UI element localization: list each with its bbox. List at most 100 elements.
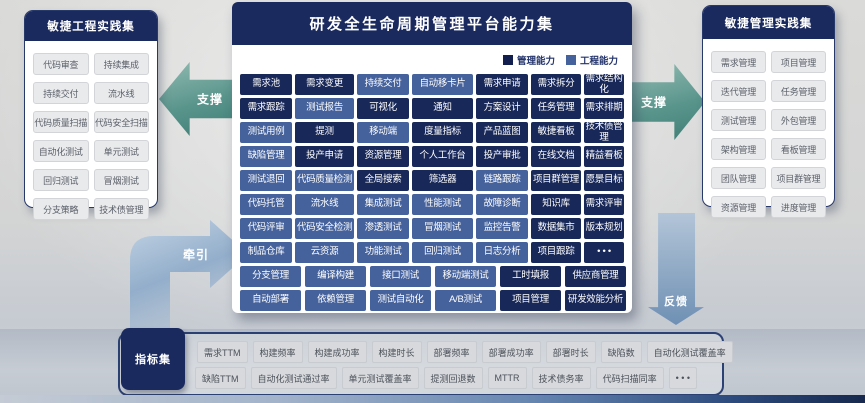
capability-button: 方案设计 — [476, 98, 528, 119]
capability-button: 任务管理 — [531, 98, 581, 119]
practice-chip: 冒烟测试 — [93, 169, 149, 191]
capability-button: 链路跟踪 — [476, 170, 528, 191]
practice-chip: 资源管理 — [711, 196, 766, 218]
practice-chip: 自动化测试 — [33, 140, 89, 162]
capability-button: 精益看板 — [584, 146, 624, 167]
legend-entry: 管理能力 — [502, 53, 555, 67]
capability-button: 渗透测试 — [357, 218, 409, 239]
agile-management-practices-panel: 敏捷管理实践集 需求管理 项目管理 迭代管理 任务管理 测试管理 外包管理 架构管理 看板管理… — [702, 5, 835, 218]
legend-label: 工程能力 — [579, 56, 618, 67]
capability-button: 接口测试 — [370, 266, 431, 287]
capability-button: 需求池 — [240, 74, 292, 95]
metric-chip: 自动化测试通过率 — [250, 367, 337, 389]
capability-button: 自动部署 — [240, 290, 301, 311]
capability-button: 移动端 — [357, 122, 409, 143]
capability-button: 分支管理 — [240, 266, 301, 287]
capability-button: 提测 — [295, 122, 354, 143]
capability-button: 需求变更 — [295, 74, 354, 95]
metric-chip: 缺陷TTM — [195, 367, 246, 389]
panel-title: 敏捷工程实践集 — [25, 11, 157, 41]
capability-button: 版本规划 — [584, 218, 624, 239]
metric-chip: 缺陷数 — [600, 341, 642, 363]
bottom-edge-bar — [0, 395, 865, 403]
capability-button: 筛选器 — [412, 170, 473, 191]
practice-chip: 测试管理 — [711, 109, 766, 131]
pull-arrow-label: 牵引 — [183, 247, 209, 262]
capability-button: 敏捷看板 — [531, 122, 581, 143]
legend-label: 管理能力 — [516, 56, 555, 67]
capability-button: 资源管理 — [357, 146, 409, 167]
metric-chip: 技术债务率 — [531, 367, 591, 389]
practice-chip: 单元测试 — [93, 140, 149, 162]
feedback-arrow: 反馈 — [648, 213, 704, 325]
practice-chip: 代码审查 — [33, 53, 89, 75]
metric-chip: 自动化测试覆盖率 — [646, 341, 733, 363]
metrics-row-1: 需求TTM 构建频率 构建成功率 构建时长 部署频率 部署成功率 部署时长 缺陷数 自动化测试覆… — [197, 341, 733, 363]
legend-swatch — [502, 55, 513, 65]
panel-title: 敏捷管理实践集 — [703, 6, 834, 39]
capability-button: 日志分析 — [476, 242, 528, 263]
capability-button: 需求排期 — [584, 98, 624, 119]
support-arrow-label: 支撑 — [641, 95, 668, 110]
capability-button: 集成测试 — [357, 194, 409, 215]
practice-chip: 进度管理 — [771, 196, 826, 218]
pull-arrow: 牵引 — [130, 220, 248, 334]
metric-chip: • • • — [668, 367, 698, 389]
support-arrow-right: 支撑 — [632, 64, 705, 140]
practice-chip: 外包管理 — [771, 109, 826, 131]
capability-button: 持续交付 — [357, 74, 409, 95]
practice-chip: 迭代管理 — [711, 80, 766, 102]
practice-chip: 项目管理 — [771, 51, 826, 73]
metric-chip: 单元测试覆盖率 — [341, 367, 419, 389]
metric-chip: 部署成功率 — [481, 341, 541, 363]
metric-chip: 提测回退数 — [423, 367, 483, 389]
metric-chip: 构建频率 — [252, 341, 303, 363]
capability-button: 需求申请 — [476, 74, 528, 95]
capability-button: 依赖管理 — [305, 290, 366, 311]
metric-chip: 构建时长 — [371, 341, 422, 363]
capability-button: 通知 — [412, 98, 473, 119]
metric-chip: 部署时长 — [545, 341, 596, 363]
capability-button: 代码质量检测 — [295, 170, 354, 191]
capability-button: 测试用例 — [240, 122, 292, 143]
capability-button: 全局搜索 — [357, 170, 409, 191]
capability-button: 需求跟踪 — [240, 98, 292, 119]
capability-button: 需求结构化 — [584, 74, 624, 95]
capability-button: 在线文档 — [531, 146, 581, 167]
capability-grid-6col: 分支管理 编译构建 接口测试 移动端测试 工时填报 供应商管理 自动部署 依赖管理 测试自动化 A… — [240, 266, 626, 311]
practice-chip: 代码质量扫描 — [33, 111, 89, 133]
capability-button: 个人工作台 — [412, 146, 473, 167]
capability-button: 技术债管理 — [584, 122, 624, 143]
metric-chip: 需求TTM — [197, 341, 248, 363]
capability-button: A/B测试 — [435, 290, 496, 311]
practice-chip: 任务管理 — [771, 80, 826, 102]
capability-button: 流水线 — [295, 194, 354, 215]
practice-chip: 持续交付 — [33, 82, 89, 104]
practice-chip: 回归测试 — [33, 169, 89, 191]
capability-button: 代码托管 — [240, 194, 292, 215]
capability-button: 编译构建 — [305, 266, 366, 287]
capability-button: 供应商管理 — [565, 266, 626, 287]
capability-button: 工时填报 — [500, 266, 561, 287]
practice-chip: 团队管理 — [711, 167, 766, 189]
capability-button: 冒烟测试 — [412, 218, 473, 239]
practice-chip: 需求管理 — [711, 51, 766, 73]
platform-title: 研发全生命周期管理平台能力集 — [232, 2, 632, 45]
capability-button: 测试退回 — [240, 170, 292, 191]
legend-swatch — [565, 55, 576, 65]
capability-button: 故障诊断 — [476, 194, 528, 215]
capability-legend: 管理能力 工程能力 — [502, 53, 618, 67]
metric-chip: 部署频率 — [426, 341, 477, 363]
capability-button: 制品仓库 — [240, 242, 292, 263]
metric-chip: 构建成功率 — [307, 341, 367, 363]
metric-chip: MTTR — [487, 367, 527, 389]
capability-button: 研发效能分析 — [565, 290, 626, 311]
support-arrow-label: 支撑 — [196, 92, 223, 107]
capability-button: 代码安全检测 — [295, 218, 354, 239]
practice-list: 代码审查 持续集成 持续交付 流水线 代码质量扫描 代码安全扫描 自动化测试 单元测试 回归测试… — [25, 41, 157, 220]
feedback-arrow-label: 反馈 — [664, 296, 688, 308]
capability-button: 代码评审 — [240, 218, 292, 239]
capability-button: 可视化 — [357, 98, 409, 119]
support-arrow-left: 支撑 — [159, 62, 232, 136]
capability-button: 项目群管理 — [531, 170, 581, 191]
